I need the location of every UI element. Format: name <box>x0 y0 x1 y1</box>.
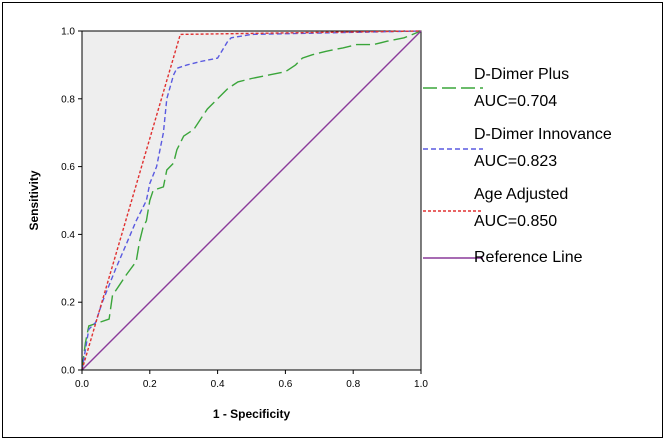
x-axis-title: 1 - Specificity <box>213 407 291 421</box>
series-line-0 <box>81 30 422 371</box>
y-tick-label: 0.6 <box>61 162 75 173</box>
series-line-2 <box>81 30 422 371</box>
y-tick-label: 0.0 <box>61 366 75 377</box>
legend-auc-label: AUC=0.823 <box>474 153 557 170</box>
x-tick-label: 0.4 <box>211 379 225 390</box>
legend-series-name: Reference Line <box>474 249 583 266</box>
y-tick-label: 0.2 <box>61 298 75 309</box>
y-axis-title: Sensitivity <box>27 170 41 230</box>
axes-layer <box>81 31 421 371</box>
legend-series-name: D-Dimer Innovance <box>474 126 612 143</box>
series-layer <box>81 30 422 371</box>
ticks-layer: 0.0 0.2 0.4 0.6 0.8 1.0 0.0 0.2 0.4 0.6 0.8 1.0 <box>61 27 428 391</box>
series-line-1 <box>81 30 422 371</box>
y-tick-label: 0.8 <box>61 94 75 105</box>
legend-series-name: Age Adjusted <box>474 186 568 203</box>
y-tick-label: 1.0 <box>61 27 75 38</box>
x-tick-label: 1.0 <box>414 379 428 390</box>
x-tick-label: 0.6 <box>278 379 292 390</box>
legend-auc-label: AUC=0.850 <box>474 213 557 230</box>
x-tick-label: 0.2 <box>143 379 157 390</box>
legend-auc-label: AUC=0.704 <box>474 93 557 110</box>
legend-series-name: D-Dimer Plus <box>474 66 569 83</box>
x-tick-label: 0.0 <box>75 379 89 390</box>
x-tick-label: 0.8 <box>346 379 360 390</box>
legend: D-Dimer Plus AUC=0.704 D-Dimer Innovance AU… <box>423 66 612 266</box>
series-line-3 <box>81 30 422 371</box>
y-tick-label: 0.4 <box>61 230 75 241</box>
